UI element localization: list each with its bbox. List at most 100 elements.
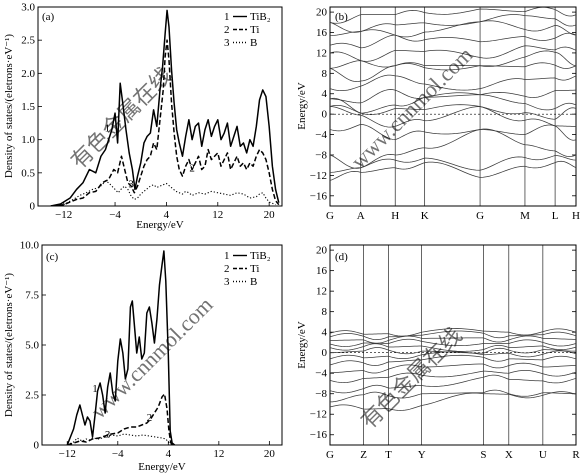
- kpoint-label-b-4: G: [476, 210, 484, 222]
- ytick-label-a-0: 0: [30, 201, 36, 213]
- xtick-label-a-4: 20: [264, 209, 276, 221]
- ytick-label-b-7: 12: [316, 47, 327, 59]
- ytick-label-a-2: 1.0: [21, 134, 35, 146]
- ytick-label-a-1: 0.5: [21, 167, 35, 179]
- legend-c-num-3: 3: [224, 276, 230, 288]
- panel-d-tag: (d): [335, 251, 348, 263]
- band-b-13: [330, 20, 576, 38]
- legend-c-label-1: TiB₂: [250, 250, 271, 262]
- annotation-a-1: 2: [189, 163, 195, 175]
- kpoint-label-b-5: M: [520, 210, 530, 222]
- ytick-label-b-8: 16: [316, 27, 328, 39]
- series-a-1: [50, 9, 280, 206]
- ytick-label-b-5: 4: [322, 88, 328, 100]
- band-b-2: [330, 128, 576, 169]
- ytick-label-b-2: −8: [315, 149, 327, 161]
- band-d-3: [330, 370, 576, 383]
- xtick-label-c-2: 4: [166, 448, 172, 460]
- ytick-label-d-1: −12: [310, 409, 327, 421]
- kpoint-label-d-1: Z: [360, 449, 367, 461]
- kpoint-label-d-6: U: [539, 449, 547, 461]
- panel-c-tag: (c): [46, 251, 59, 263]
- panel-c-legend: 1 TiB₂ 2 Ti 3 B: [224, 250, 271, 288]
- ytick-label-c-4: 10.0: [20, 240, 40, 252]
- xtick-label-c-1: −4: [112, 448, 124, 460]
- series-c-2: [67, 393, 175, 445]
- ytick-label-b-4: 0: [322, 109, 328, 121]
- band-d-7: [330, 347, 576, 355]
- ytick-label-d-7: 12: [316, 286, 327, 298]
- band-b-4: [330, 106, 576, 128]
- band-d-11: [330, 330, 576, 340]
- panel-a-tag: (a): [42, 11, 55, 23]
- ytick-label-c-1: 2.5: [25, 390, 39, 402]
- panel-d-bands: [330, 328, 576, 411]
- band-b-5: [330, 104, 576, 120]
- annotation-c-0: 1: [92, 383, 98, 395]
- ytick-label-d-5: 4: [322, 327, 328, 339]
- ytick-label-b-3: −4: [315, 129, 327, 141]
- band-d-0: [330, 391, 576, 411]
- band-b-11: [330, 45, 576, 62]
- band-b-15: [330, 7, 576, 24]
- legend-a-label-3: B: [250, 37, 257, 49]
- legend-a-num-3: 3: [224, 37, 230, 49]
- ytick-label-d-4: 0: [322, 347, 328, 359]
- panel-a-frame: [37, 6, 283, 207]
- legend-a-num-1: 1: [224, 11, 230, 23]
- ytick-label-a-3: 1.5: [21, 101, 35, 113]
- kpoint-label-d-0: G: [326, 449, 334, 461]
- ytick-label-c-2: 5.0: [25, 340, 39, 352]
- panel-a-series: [50, 9, 280, 206]
- series-c-1: [66, 250, 176, 445]
- band-d-4: [330, 362, 576, 374]
- kpoint-label-d-7: R: [572, 449, 580, 461]
- legend-c-num-2: 2: [224, 263, 230, 275]
- xtick-label-c-0: −12: [59, 448, 76, 460]
- kpoint-label-d-4: S: [480, 449, 486, 461]
- band-d-8: [330, 343, 576, 352]
- ytick-label-d-0: −16: [310, 429, 328, 441]
- annotation-c-2: 3: [105, 429, 111, 441]
- band-b-12: [330, 32, 576, 49]
- legend-a-num-2: 2: [224, 24, 230, 36]
- xtick-label-a-0: −12: [55, 209, 72, 221]
- ytick-label-a-5: 2.5: [21, 35, 35, 47]
- band-d-5: [330, 354, 576, 366]
- panel-a-legend: 1 TiB₂ 2 Ti 3 B: [224, 11, 271, 49]
- legend-a-label-2: Ti: [250, 24, 259, 36]
- legend-c-label-3: B: [250, 276, 257, 288]
- ytick-label-c-0: 0: [34, 440, 40, 452]
- panel-a-annotations: 1 2 3: [105, 123, 195, 191]
- panel-b-bands: [330, 7, 576, 181]
- xtick-label-a-1: −4: [109, 209, 121, 221]
- legend-c-label-2: Ti: [250, 263, 259, 275]
- ytick-label-d-6: 8: [322, 306, 328, 318]
- annotation-c-1: 2: [147, 412, 153, 424]
- ytick-label-d-8: 16: [316, 265, 328, 277]
- panel-b-axes: −16 −12 −8 −4 0 4 8 12 16 20 G A H K G M L H: [310, 7, 580, 222]
- band-b-10: [330, 50, 576, 69]
- band-d-12: [330, 328, 576, 337]
- ytick-label-b-1: −12: [310, 170, 327, 182]
- ytick-label-b-6: 8: [322, 68, 328, 80]
- ytick-label-b-9: 20: [316, 7, 328, 19]
- kpoint-label-b-7: H: [572, 210, 580, 222]
- panel-b-tag: (b): [335, 11, 348, 23]
- panel-d-ylabel: Energy/eV: [296, 321, 308, 369]
- kpoint-label-d-2: T: [385, 449, 392, 461]
- annotation-a-0: 1: [105, 123, 111, 135]
- band-d-9: [330, 338, 576, 347]
- band-d-2: [330, 374, 576, 394]
- panel-c-xlabel: Energy/eV: [138, 461, 186, 473]
- xtick-label-c-4: 20: [264, 448, 276, 460]
- kpoint-label-b-0: G: [326, 210, 334, 222]
- xtick-label-a-2: 4: [164, 209, 170, 221]
- band-b-9: [330, 62, 576, 82]
- xtick-label-a-3: 12: [212, 209, 223, 221]
- kpoint-label-d-3: Y: [418, 449, 426, 461]
- band-b-8: [330, 74, 576, 92]
- ytick-label-d-2: −8: [315, 388, 327, 400]
